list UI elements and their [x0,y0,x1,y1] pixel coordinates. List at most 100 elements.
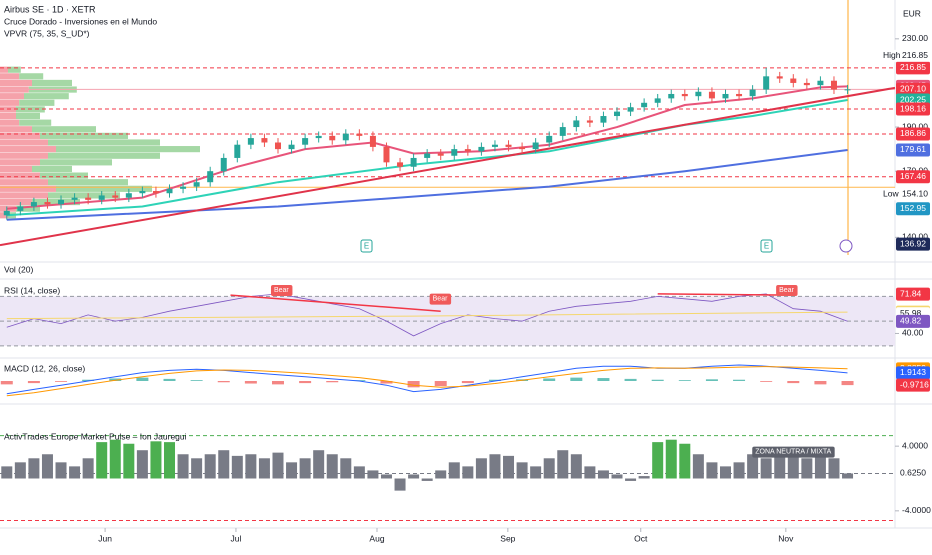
candle-body [505,144,512,147]
pulse-bar [774,450,786,479]
volume-profile-down [0,79,32,87]
candle-body [641,102,648,108]
price-badge [896,143,930,157]
pulse-bar [41,454,53,479]
x-tick-label: Nov [778,533,794,543]
candle-body [668,93,675,99]
pulse-bar [665,439,677,479]
volume-profile-up [40,132,128,139]
candle-body [559,127,566,136]
pulse-bar [706,462,718,479]
volume-profile-down [0,179,48,186]
candle-body [274,142,281,150]
volume-profile-down [0,146,56,153]
price-badge [896,61,930,75]
volume-profile-down [0,185,56,192]
histogram-bar [217,381,230,383]
candle-body [600,116,607,123]
price-badge-label: 186.86 [900,128,926,138]
divergence-line [657,293,794,296]
pulse-bar [801,458,813,479]
pulse-bar [570,454,582,479]
price-badge [896,378,930,392]
x-tick-label: Sep [500,533,515,543]
volume-profile-down [0,119,20,126]
histogram-bar [434,381,447,387]
candle-body [491,144,498,147]
price-badge [896,287,930,301]
pulse-bar [611,474,623,479]
candle-body [180,186,187,189]
earnings-icon: E [760,239,773,253]
volume-profile-down [0,73,20,80]
volume-profile-up [40,172,88,179]
candle-body [220,157,227,172]
pulse-bar [326,454,338,479]
price-badge-label: 216.85 [900,62,926,72]
price-badge [896,102,930,116]
candle-body [71,197,78,200]
pulse-bar [96,442,108,479]
histogram-bar [271,381,284,385]
histogram-bar [190,380,203,381]
volume-profile-up [32,165,72,173]
pulse-bar [394,478,406,491]
annotation-badge [270,285,293,297]
histogram-bar [380,381,393,384]
candle-body [302,138,309,145]
price-badge-label: 207.10 [900,84,926,94]
price-badge [896,202,930,216]
candle-body [424,153,431,158]
volume-profile-down [0,212,8,219]
price-badge [896,466,930,480]
pulse-bar [245,454,257,479]
candle-body [763,76,770,90]
candle-body [17,206,24,211]
candle-body [776,76,783,79]
pulse-bar [69,466,81,479]
candle-body [790,78,797,83]
volume-profile-up [32,79,72,87]
histogram-bar [705,379,718,381]
annotation: ZONA NEUTRA / MIXTA [755,449,831,456]
price-badge-label: 136.92 [900,238,926,248]
pulse-bar [557,450,569,479]
pulse-bar [82,458,94,479]
indicator-line [6,293,848,337]
pulse-bar [448,462,460,479]
pulse-bar [421,478,433,481]
pulse-bar [692,454,704,479]
volume-profile-down [0,66,8,73]
candle-body [803,82,810,86]
candle-body [85,197,92,200]
candle-body [695,91,702,97]
histogram-bar [543,378,556,381]
candle-body [708,91,715,99]
candle-body [627,107,634,112]
pulse-bar [584,466,596,479]
pulse-bar [109,439,121,479]
volume-profile-up [16,112,40,120]
pulse-bar [14,462,26,479]
volume-profile-down [0,126,32,133]
pulse-bar [231,455,243,479]
pulse-bar [814,454,826,479]
pulse-bar [719,466,731,479]
x-tick-label: Oct [634,533,648,543]
y-tick-label: -4.0000 [902,505,931,515]
volume-profile-up [56,146,200,153]
candle-body [817,80,824,86]
candle-body [437,153,444,156]
histogram-bar [407,381,420,388]
volume-profile-down [0,159,40,166]
candle-body [329,135,336,141]
histogram-bar [244,381,257,384]
pulse-bar [543,458,555,479]
histogram-bar [27,381,40,384]
price-badge [896,127,930,141]
volume-profile-up [24,93,69,100]
pulse-bar [462,466,474,479]
candle-body [342,133,349,141]
y-tick-label: 230.00 [902,33,928,43]
histogram-bar [570,377,583,381]
